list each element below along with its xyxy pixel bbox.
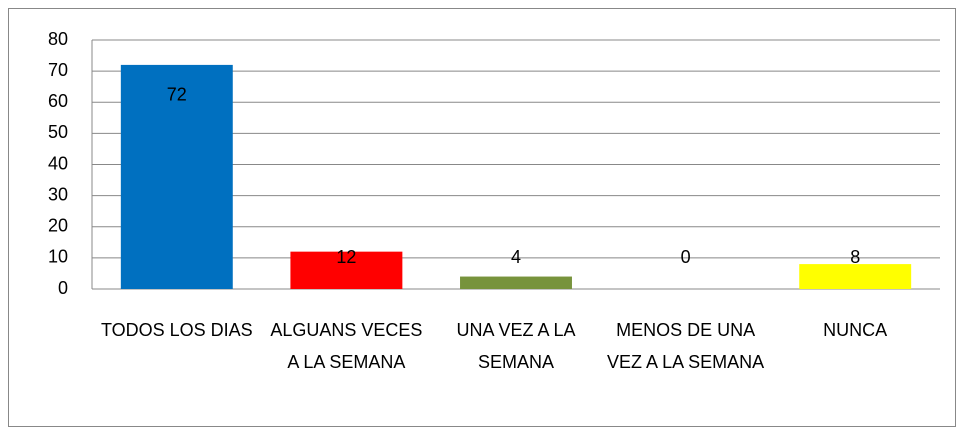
bar bbox=[799, 264, 912, 289]
data-label: 4 bbox=[511, 247, 521, 267]
x-tick-label: MENOS DE UNA VEZ A LA SEMANA bbox=[607, 320, 765, 372]
y-tick-label: 40 bbox=[48, 153, 68, 173]
data-label: 0 bbox=[681, 247, 691, 267]
data-label: 12 bbox=[336, 247, 356, 267]
x-tick-label: UNA VEZ A LA SEMANA bbox=[456, 320, 576, 372]
x-tick-label: TODOS LOS DIAS bbox=[100, 320, 253, 340]
y-tick-label: 70 bbox=[48, 60, 68, 80]
bar bbox=[290, 251, 403, 289]
data-label: 8 bbox=[850, 247, 860, 267]
y-tick-label: 80 bbox=[48, 29, 68, 49]
bar bbox=[120, 64, 233, 290]
y-tick-label: 60 bbox=[48, 91, 68, 111]
data-label: 72 bbox=[167, 85, 187, 105]
x-tick-label: NUNCA bbox=[823, 320, 888, 340]
bar bbox=[460, 276, 572, 289]
x-tick-label: ALGUANS VECES A LA SEMANA bbox=[270, 320, 423, 372]
y-tick-label: 10 bbox=[48, 247, 68, 267]
y-tick-label: 30 bbox=[48, 184, 68, 204]
y-tick-label: 0 bbox=[58, 278, 68, 298]
y-tick-label: 50 bbox=[48, 122, 68, 142]
y-tick-label: 20 bbox=[48, 216, 68, 236]
